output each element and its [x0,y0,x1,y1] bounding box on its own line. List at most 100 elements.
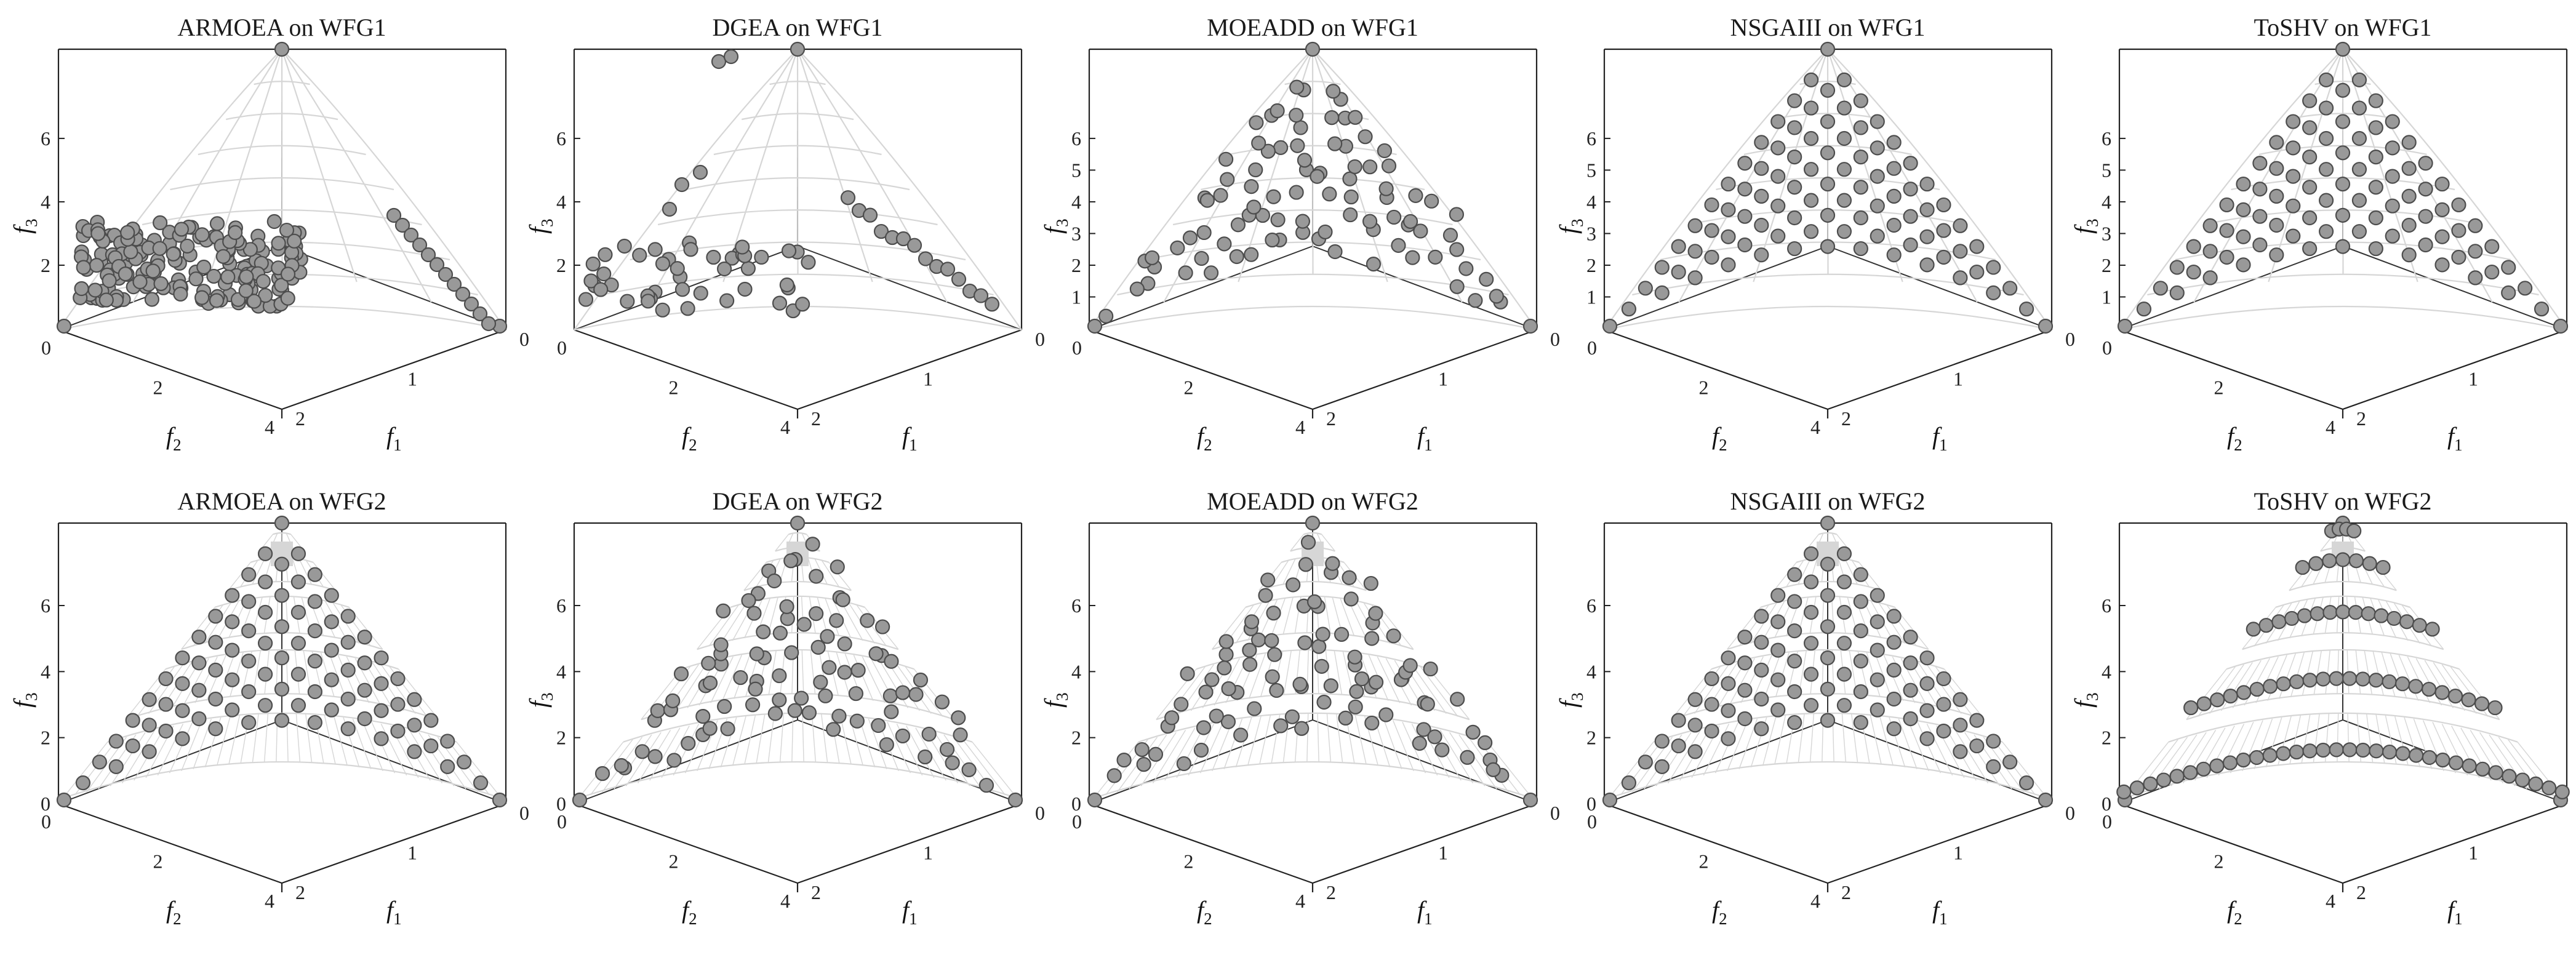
data-point [1203,265,1219,281]
data-point [340,691,356,707]
f2-tick-label: 2 [1184,850,1194,873]
f3-tick-label: 2 [1071,254,1081,276]
band-hatch [228,562,251,591]
data-point [1460,750,1475,765]
band-hatch [1798,559,1811,585]
data-point [809,606,824,622]
data-point [1244,247,1259,262]
data-point [1300,535,1316,550]
band-hatch [1393,720,1414,772]
band-hatch [2002,742,2048,799]
data-point [2451,197,2466,213]
data-point [2129,780,2145,796]
data-point [1919,650,1935,666]
data-point [1334,626,1350,642]
band-hatch [62,742,108,799]
data-point [1284,709,1300,724]
data-point [1936,723,1951,739]
data-point [2335,82,2351,98]
data-point [647,242,663,257]
data-point [1986,759,2001,774]
axes-box [2118,48,2568,418]
f2-tick-label: 4 [265,890,274,912]
data-point [2219,249,2234,265]
data-point [191,655,207,671]
data-point [1836,604,1852,620]
data-point [280,266,296,282]
data-point [274,681,290,697]
data-point [1770,228,1786,244]
data-point [1820,619,1836,634]
data-point [2434,229,2450,244]
data-point [153,276,169,292]
data-point [1803,72,1819,87]
data-point [194,227,210,242]
f1-axis-label: f1 [2447,422,2463,454]
data-point [2276,676,2291,692]
data-point [290,698,306,713]
data-point [1621,775,1637,791]
data-point [2534,302,2550,317]
data-point [701,655,716,671]
data-point [1870,169,1885,184]
data-point [680,301,695,316]
f1-ticks: 012 [2356,368,2478,430]
data-point [188,271,204,287]
data-point [650,703,665,718]
data-point [2202,218,2218,233]
data-point [1836,666,1852,682]
data-point [208,721,223,737]
data-point [1193,742,1209,758]
surface-meridian [2193,49,2343,303]
data-point [2447,689,2463,704]
data-point [257,636,273,651]
data-point [2351,130,2367,146]
data-point [2252,209,2268,224]
data-point [209,293,225,308]
f1-ticks: 012 [1841,802,2075,903]
f2-tick-label: 4 [1810,416,1820,438]
data-point [1936,671,1951,687]
band-hatch [887,722,911,774]
data-point [118,266,133,282]
f2-tick-label: 2 [153,377,163,399]
f2-tick-label: 0 [1587,810,1597,833]
f1-ticks: 012 [295,802,529,903]
data-point [2335,239,2351,254]
data-point [1919,202,1935,217]
data-point [1295,214,1311,229]
band-hatch [1608,742,1654,799]
data-point [829,613,844,628]
f1-axis-label-sub: 1 [909,436,918,454]
data-point [174,222,190,237]
data-point [290,666,306,682]
data-point [180,238,195,254]
data-point [2348,553,2364,569]
data-point [2448,755,2464,770]
data-point [257,698,273,713]
data-point [805,537,820,552]
data-point [632,247,647,263]
data-point [1671,738,1686,754]
data-point [1737,655,1753,671]
band-hatch [661,726,690,778]
f3-tick-label: 5 [1586,159,1596,181]
data-point [884,704,899,719]
data-point [2038,318,2054,334]
data-point [1721,202,1736,217]
data-point [1820,82,1836,98]
f3-tick-label: 3 [1071,222,1081,244]
f3-axis-label: f3 [2070,692,2102,708]
data-point [1870,614,1885,630]
data-point [2528,776,2543,791]
f2-axis-label: f2 [166,896,182,928]
data-point [2385,198,2400,214]
data-point [733,670,748,686]
data-point [1087,318,1103,334]
data-point [740,261,756,276]
data-point [2156,772,2172,788]
data-point [1919,257,1935,273]
data-point [879,737,894,753]
